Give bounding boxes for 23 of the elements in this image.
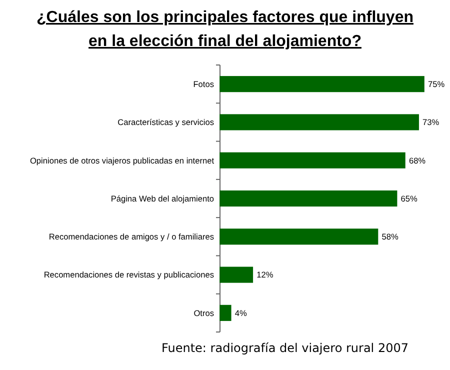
y-tick-label: Recomendaciones de amigos y / o familiares	[48, 232, 214, 242]
bar	[220, 228, 378, 245]
data-label: 73%	[422, 117, 440, 128]
data-label: 65%	[400, 193, 418, 204]
y-tick-label: Página Web del alojamiento	[110, 193, 214, 204]
y-tick-label: Características y servicios	[118, 117, 214, 128]
data-label: 4%	[234, 308, 248, 318]
y-tick-label: Fotos	[193, 78, 214, 89]
bar	[220, 304, 232, 321]
bar	[220, 266, 254, 283]
data-label: 12%	[256, 270, 274, 280]
data-label: 58%	[382, 232, 399, 242]
data-label: 68%	[408, 155, 426, 166]
bar	[220, 190, 398, 207]
bar	[220, 76, 424, 92]
source-note: Fuente: radiografía del viajero rural 2007	[162, 341, 408, 355]
chart-title: ¿Cuáles son los principales factores que influyen en la elección final del alojamiento?	[36, 9, 414, 50]
y-tick-label: Opiniones de otros viajeros publicadas en internet	[30, 155, 215, 166]
bar	[220, 152, 406, 168]
bar	[220, 114, 419, 130]
y-tick-label: Recomendaciones de revistas y publicaciones	[44, 270, 214, 280]
y-tick-label: Otros	[194, 308, 214, 318]
data-label: 75%	[428, 78, 446, 89]
